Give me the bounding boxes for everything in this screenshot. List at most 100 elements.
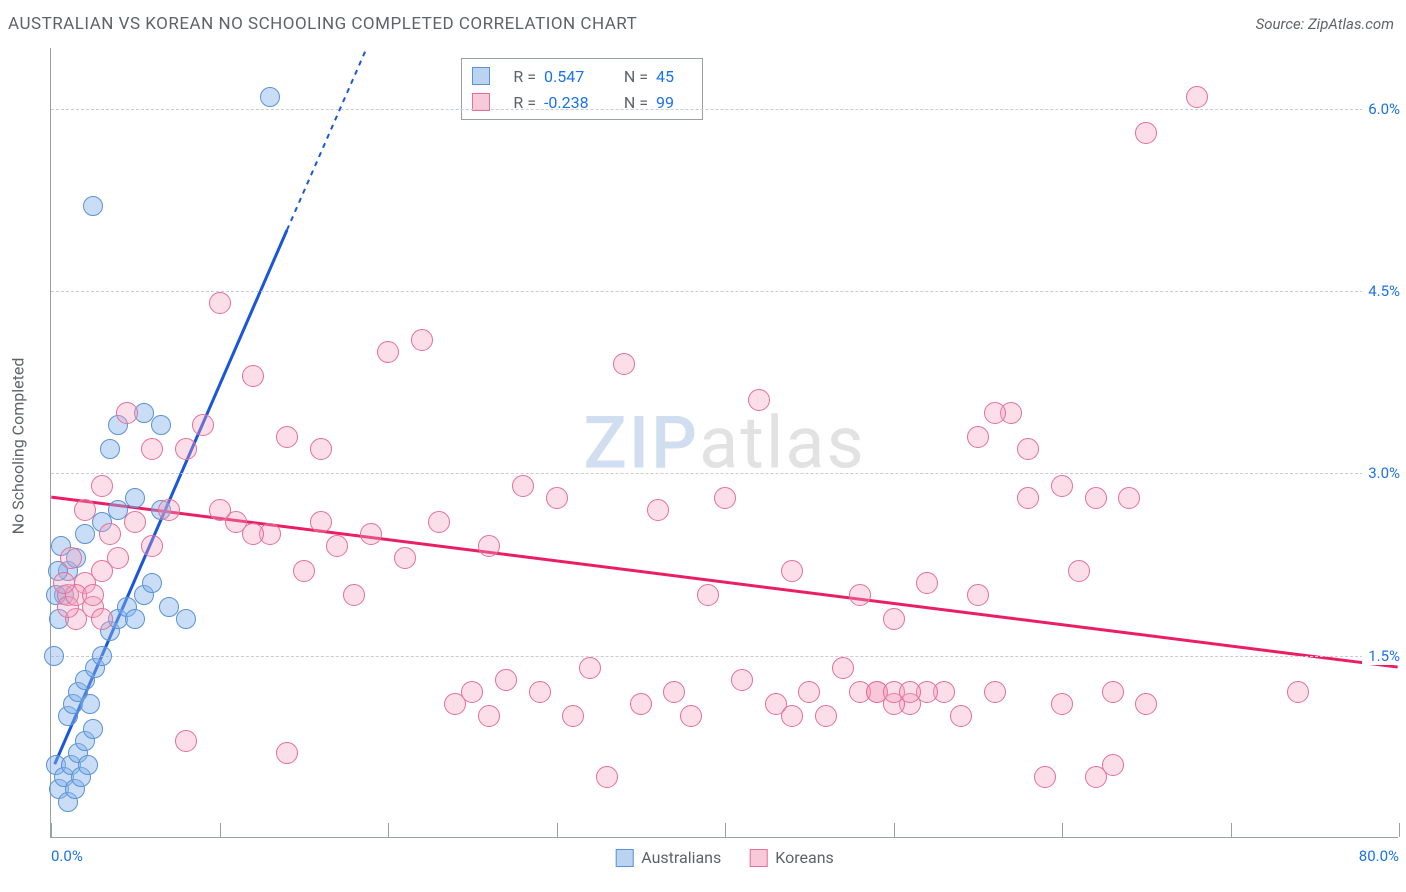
legend-label: Australians: [641, 848, 721, 867]
data-point: [276, 426, 298, 448]
data-point: [343, 584, 365, 606]
data-point: [124, 511, 146, 533]
x-tick-mark: [1231, 823, 1232, 837]
data-point: [80, 694, 100, 714]
data-point: [647, 499, 669, 521]
data-point: [1102, 754, 1124, 776]
data-point: [116, 402, 138, 424]
legend-item: Koreans: [749, 848, 834, 867]
data-point: [950, 705, 972, 727]
x-tick-label: 80.0%: [1359, 847, 1399, 865]
x-tick-mark: [388, 823, 389, 837]
data-point: [849, 584, 871, 606]
x-tick-mark: [725, 823, 726, 837]
bottom-legend: Australians Koreans: [615, 848, 834, 867]
data-point: [1017, 487, 1039, 509]
data-point: [99, 523, 121, 545]
data-point: [394, 547, 416, 569]
y-tick-label: 1.5%: [1362, 647, 1400, 665]
data-point: [1068, 560, 1090, 582]
data-point: [91, 608, 113, 630]
data-point: [832, 657, 854, 679]
data-point: [175, 730, 197, 752]
data-point: [310, 511, 332, 533]
data-point: [158, 499, 180, 521]
data-point: [242, 365, 264, 387]
y-tick-label: 4.5%: [1362, 282, 1400, 300]
data-point: [1017, 438, 1039, 460]
data-point: [141, 535, 163, 557]
data-point: [83, 196, 103, 216]
stat-r-label: R =: [502, 67, 536, 86]
data-point: [176, 609, 196, 629]
x-tick-mark: [220, 823, 221, 837]
chart-title: AUSTRALIAN VS KOREAN NO SCHOOLING COMPLE…: [8, 14, 637, 34]
data-point: [151, 415, 171, 435]
data-point: [100, 439, 120, 459]
data-point: [883, 608, 905, 630]
data-point: [428, 511, 450, 533]
data-point: [579, 657, 601, 679]
x-tick-mark: [1062, 823, 1063, 837]
data-point: [411, 329, 433, 351]
x-tick-mark: [557, 823, 558, 837]
data-point: [1135, 693, 1157, 715]
data-point: [242, 523, 264, 545]
data-point: [91, 475, 113, 497]
data-point: [53, 572, 75, 594]
data-point: [209, 292, 231, 314]
data-point: [596, 766, 618, 788]
data-point: [512, 475, 534, 497]
data-point: [478, 535, 500, 557]
plot-region: ZIPatlas R =0.547N =45R =-0.238N =99 Aus…: [50, 48, 1398, 838]
legend-label: Koreans: [775, 848, 834, 867]
legend-swatch: [749, 849, 767, 867]
data-point: [680, 705, 702, 727]
data-point: [142, 573, 162, 593]
data-point: [75, 524, 95, 544]
legend-swatch: [615, 849, 633, 867]
data-point: [360, 523, 382, 545]
data-point: [260, 87, 280, 107]
data-point: [478, 705, 500, 727]
data-point: [731, 669, 753, 691]
x-tick-mark: [894, 823, 895, 837]
data-point: [815, 705, 837, 727]
data-point: [293, 560, 315, 582]
data-point: [1085, 487, 1107, 509]
y-axis-label: No Schooling Completed: [9, 358, 28, 535]
data-point: [546, 487, 568, 509]
data-point: [748, 389, 770, 411]
data-point: [107, 547, 129, 569]
data-point: [326, 535, 348, 557]
data-point: [83, 719, 103, 739]
data-point: [781, 560, 803, 582]
data-point: [663, 681, 685, 703]
data-point: [1051, 475, 1073, 497]
data-point: [967, 426, 989, 448]
data-point: [1034, 766, 1056, 788]
data-point: [714, 487, 736, 509]
x-tick-mark: [51, 823, 52, 837]
x-tick-label: 0.0%: [51, 847, 83, 865]
data-point: [276, 742, 298, 764]
data-point: [1135, 122, 1157, 144]
data-point: [60, 547, 82, 569]
data-point: [1287, 681, 1309, 703]
y-tick-label: 6.0%: [1362, 100, 1400, 118]
data-point: [1102, 681, 1124, 703]
watermark: ZIPatlas: [583, 400, 865, 485]
data-point: [798, 681, 820, 703]
data-point: [461, 681, 483, 703]
gridline-h: [51, 656, 1398, 657]
legend-swatch: [472, 67, 490, 85]
data-point: [92, 646, 112, 666]
data-point: [495, 669, 517, 691]
x-tick-mark: [1399, 823, 1400, 837]
data-point: [697, 584, 719, 606]
data-point: [175, 438, 197, 460]
data-point: [899, 681, 921, 703]
data-point: [74, 499, 96, 521]
data-point: [192, 414, 214, 436]
data-point: [44, 646, 64, 666]
